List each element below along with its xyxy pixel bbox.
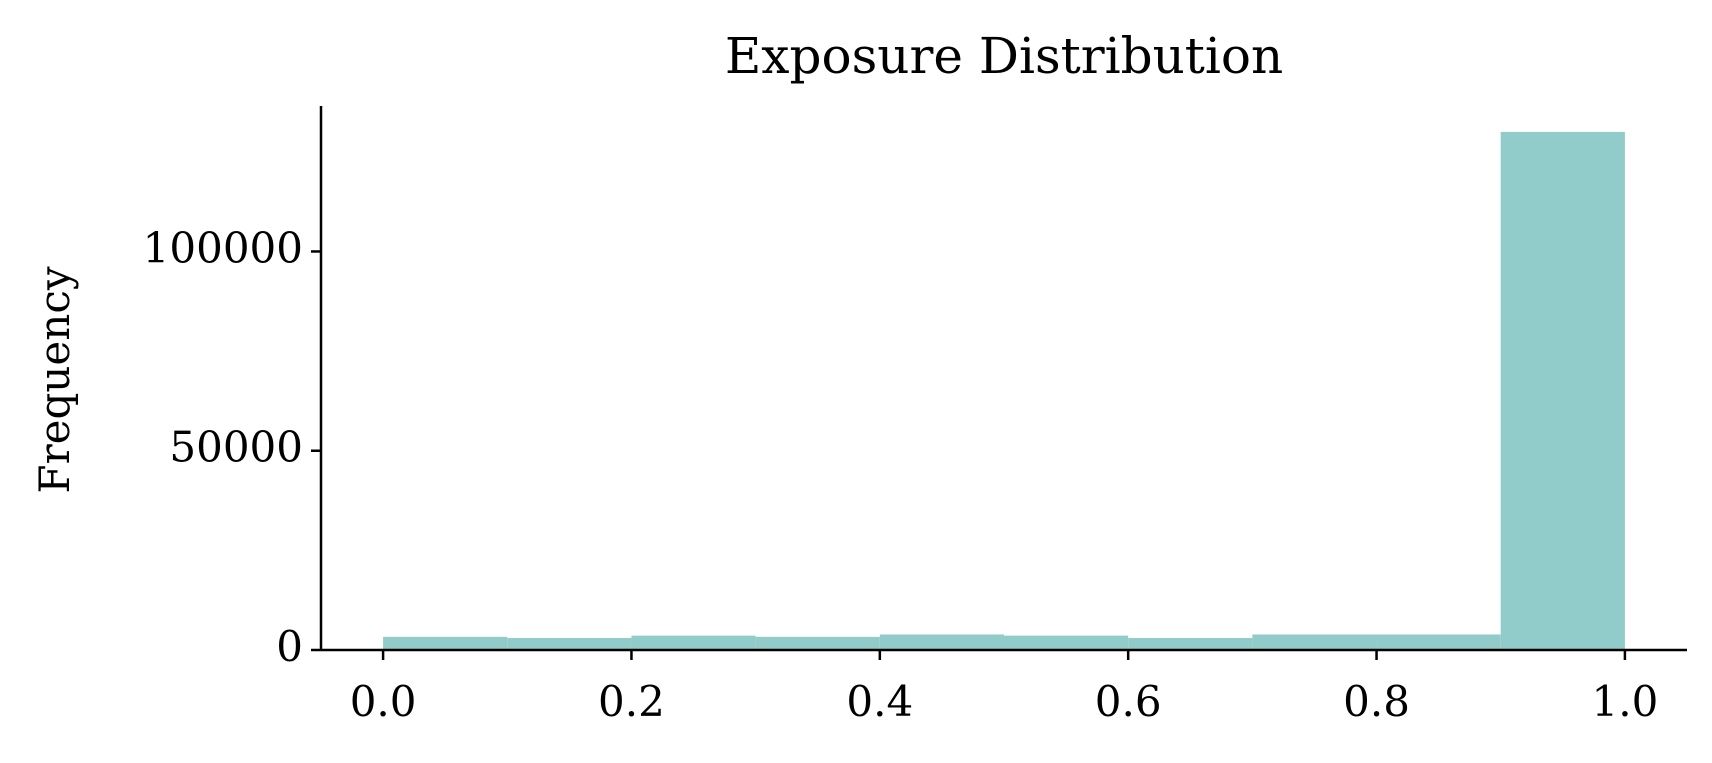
- y-tick-label: 50000: [169, 423, 303, 472]
- x-tick-label: 0.4: [846, 677, 913, 726]
- bar: [1252, 634, 1377, 650]
- chart-title: Exposure Distribution: [725, 27, 1283, 85]
- x-tick-label: 0.8: [1343, 677, 1410, 726]
- x-tick-label: 0.0: [350, 677, 417, 726]
- bar: [879, 634, 1004, 650]
- bar: [1376, 634, 1501, 650]
- bar: [1128, 638, 1253, 650]
- y-tick-label: 100000: [143, 223, 303, 272]
- x-tick-label: 0.2: [598, 677, 665, 726]
- bar: [507, 638, 632, 650]
- x-tick-label: 0.6: [1095, 677, 1162, 726]
- bar: [383, 636, 508, 650]
- y-axis-label: Frequency: [30, 266, 79, 493]
- bar: [1500, 131, 1625, 650]
- x-tick-label: 1.0: [1592, 677, 1659, 726]
- bar: [1004, 635, 1129, 650]
- bar: [631, 635, 756, 650]
- y-tick-label: 0: [276, 622, 303, 671]
- bar: [755, 636, 880, 650]
